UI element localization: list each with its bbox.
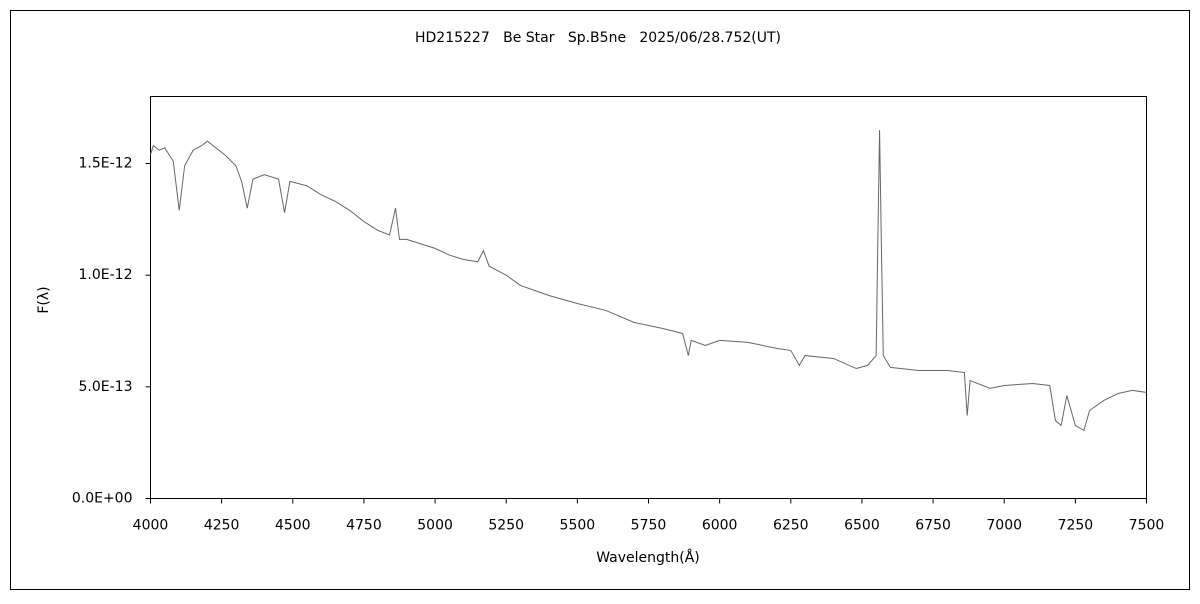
plot-area <box>150 96 1147 499</box>
y-tick-label: 1.5E-12 <box>79 156 133 172</box>
x-tick-label: 4000 <box>133 518 169 534</box>
y-tick-label: 5.0E-13 <box>79 379 133 395</box>
x-tick-label: 7250 <box>1058 518 1094 534</box>
chart-title: HD215227 Be Star Sp.B5ne 2025/06/28.752(… <box>415 30 781 46</box>
x-tick-label: 5750 <box>631 518 667 534</box>
x-tick-label: 4500 <box>275 518 311 534</box>
x-tick-label: 5250 <box>488 518 524 534</box>
y-tick-label: 1.0E-12 <box>79 267 133 283</box>
x-tick-label: 6750 <box>915 518 951 534</box>
x-tick-label: 4750 <box>346 518 382 534</box>
y-tick-label: 0.0E+00 <box>72 491 133 507</box>
y-axis-title: F(λ) <box>36 286 52 313</box>
x-tick-label: 6000 <box>702 518 738 534</box>
x-tick-label: 6250 <box>773 518 809 534</box>
x-axis-title: Wavelength(Å) <box>596 549 700 566</box>
x-tick-label: 6500 <box>844 518 880 534</box>
x-tick-label: 5000 <box>417 518 453 534</box>
x-tick-label: 7000 <box>986 518 1022 534</box>
spectrum-line <box>150 129 1147 432</box>
x-tick-label: 7500 <box>1129 518 1165 534</box>
x-tick-label: 5500 <box>560 518 596 534</box>
x-tick-label: 4250 <box>204 518 240 534</box>
